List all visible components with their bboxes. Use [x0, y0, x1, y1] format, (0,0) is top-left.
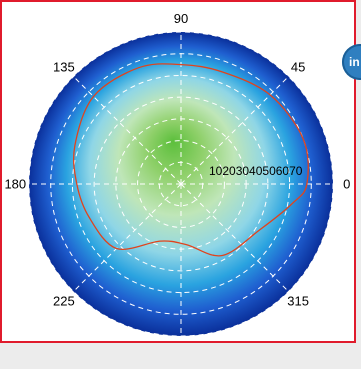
radial-gridline	[93, 96, 269, 272]
info-badge-text: in	[349, 55, 360, 69]
angular-gridline	[73, 76, 182, 185]
radial-gridline	[28, 31, 334, 337]
angle-tick-label: 45	[291, 59, 305, 74]
polar-heatmap-chart: 0 45 90 135 180 225 270 315 10203040506070	[4, 11, 350, 343]
angular-gridline	[180, 183, 289, 292]
page-background	[0, 343, 361, 369]
angle-tick-label: 90	[174, 11, 188, 26]
angular-gridline	[180, 76, 289, 185]
radial-tick-labels: 10203040506070	[209, 164, 303, 178]
angle-tick-label: 0	[343, 177, 350, 192]
angle-tick-label: 180	[4, 177, 26, 192]
angle-tick-label: 315	[287, 294, 309, 309]
contour-line	[72, 63, 309, 257]
info-badge[interactable]: in	[342, 44, 361, 80]
radial-gridline	[137, 140, 225, 228]
angle-tick-label: 135	[53, 59, 75, 74]
angle-tick-labels: 0 45 90 135 180 225 270 315	[4, 11, 350, 343]
polar-grid	[28, 31, 334, 337]
angle-tick-label: 270	[170, 342, 192, 343]
contour-group	[72, 63, 309, 257]
angular-gridline	[73, 183, 182, 292]
angle-tick-label: 225	[53, 294, 75, 309]
